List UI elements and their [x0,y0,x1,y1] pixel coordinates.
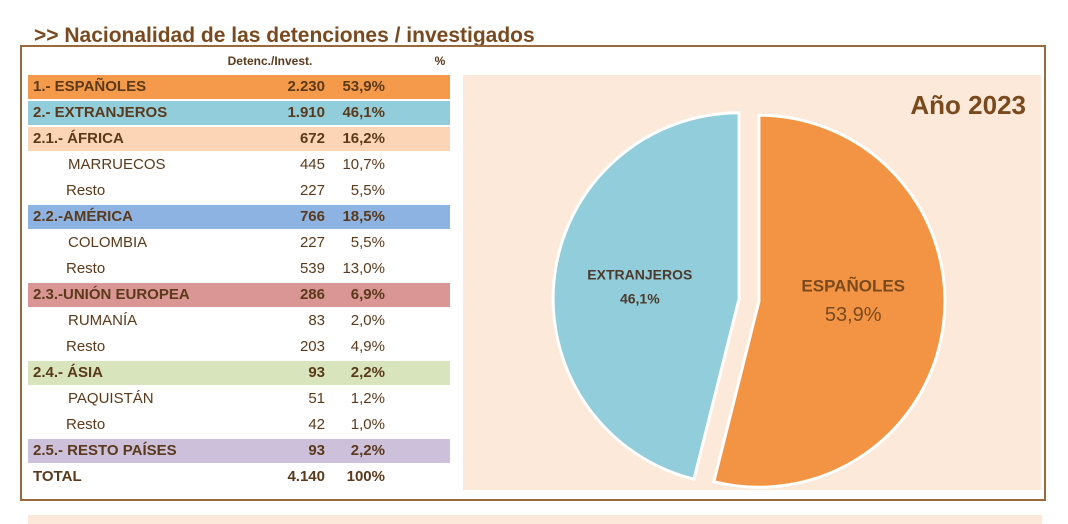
table-cell: 539 [299,260,325,277]
table-cell: 42 [308,416,325,433]
table-cell: 2.230 [287,78,325,95]
table-cell: 4,9% [350,338,385,355]
table-row: Resto 42 1,0% [28,413,450,437]
table-cell: Resto [66,338,106,355]
table-row: 2.2.-AMÉRICA 766 18,5% [28,205,450,229]
table-cell: 203 [299,338,325,355]
column-header: Detenc./Invest. [227,54,313,68]
table-cell: 5,5% [350,234,385,251]
table-cell: 672 [299,130,325,147]
table-cell: COLOMBIA [68,234,148,251]
table-cell: MARRUECOS [68,156,166,173]
table-cell: 13,0% [342,260,385,277]
table-cell: 10,7% [342,156,385,173]
table-cell: 4.140 [287,468,325,485]
table-cell: TOTAL [33,468,82,485]
table-cell: 5,5% [350,182,385,199]
table-cell: 2,2% [350,442,385,459]
pie-slice [711,113,947,489]
table-cell: 2.4.- ÁSIA [33,364,104,381]
table-row: 2.- EXTRANJEROS 1.910 46,1% [28,101,450,125]
table-cell: 51 [308,390,325,407]
table-cell: 227 [299,234,325,251]
table-row: Resto 539 13,0% [28,257,450,281]
table-cell: 18,5% [342,208,385,225]
pie-slice [551,111,741,482]
table-row: Resto 203 4,9% [28,335,450,359]
table-cell: 16,2% [342,130,385,147]
table-cell: 83 [308,312,325,329]
table-row: MARRUECOS 445 10,7% [28,153,450,177]
table-cell: 53,9% [342,78,385,95]
table-cell: 445 [299,156,325,173]
slice-label: EXTRANJEROS [587,266,692,282]
table-row: PAQUISTÁN 51 1,2% [28,387,450,411]
table-cell: 1,2% [350,390,385,407]
table-cell: Resto [66,416,106,433]
table-row: 2.3.-UNIÓN EUROPEA 286 6,9% [28,283,450,307]
table-cell: 2,0% [350,312,385,329]
table-cell: 227 [299,182,325,199]
table-cell: Resto [66,182,106,199]
frame [20,45,1046,501]
table-row: COLOMBIA 227 5,5% [28,231,450,255]
column-header: % [434,54,446,68]
table-row: 2.1.- ÁFRICA 672 16,2% [28,127,450,151]
table-cell: 2.1.- ÁFRICA [33,130,124,147]
table-cell: 766 [299,208,325,225]
bottom-band [28,515,1042,524]
table-row: RUMANÍA 83 2,0% [28,309,450,333]
table-cell: 1.910 [287,104,325,121]
table-cell: 1.- ESPAÑOLES [33,78,147,95]
table-row: TOTAL 4.140 100% [28,465,450,489]
table-cell: 2.5.- RESTO PAÍSES [33,442,177,459]
table-row: 1.- ESPAÑOLES 2.230 53,9% [28,75,450,99]
table-cell: 6,9% [350,286,385,303]
table-cell: 93 [308,442,325,459]
table-cell: RUMANÍA [68,312,138,329]
table-cell: Resto [66,260,106,277]
table-cell: 2.3.-UNIÓN EUROPEA [33,286,190,303]
table-cell: 2,2% [350,364,385,381]
table-row: Resto 227 5,5% [28,179,450,203]
table-cell: 100% [346,468,385,485]
chart-title: Año 2023 [910,90,1026,120]
slice-value: 46,1% [620,290,660,306]
table-cell: 2.- EXTRANJEROS [33,104,168,121]
page-title: >> Nacionalidad de las detenciones / inv… [34,24,535,47]
pie-panel: Año 2023 ESPAÑOLES 53,9% EXTRANJEROS 46,1% [463,75,1041,490]
table-cell: 93 [308,364,325,381]
slice-label: ESPAÑOLES [801,275,905,295]
slice-value: 53,9% [825,304,882,326]
table-cell: 46,1% [342,104,385,121]
table-cell: 1,0% [350,416,385,433]
table-cell: 286 [299,286,325,303]
table-row: 2.4.- ÁSIA 93 2,2% [28,361,450,385]
table-cell: PAQUISTÁN [68,390,154,407]
table-cell: 2.2.-AMÉRICA [33,208,134,225]
table-row: 2.5.- RESTO PAÍSES 93 2,2% [28,439,450,463]
